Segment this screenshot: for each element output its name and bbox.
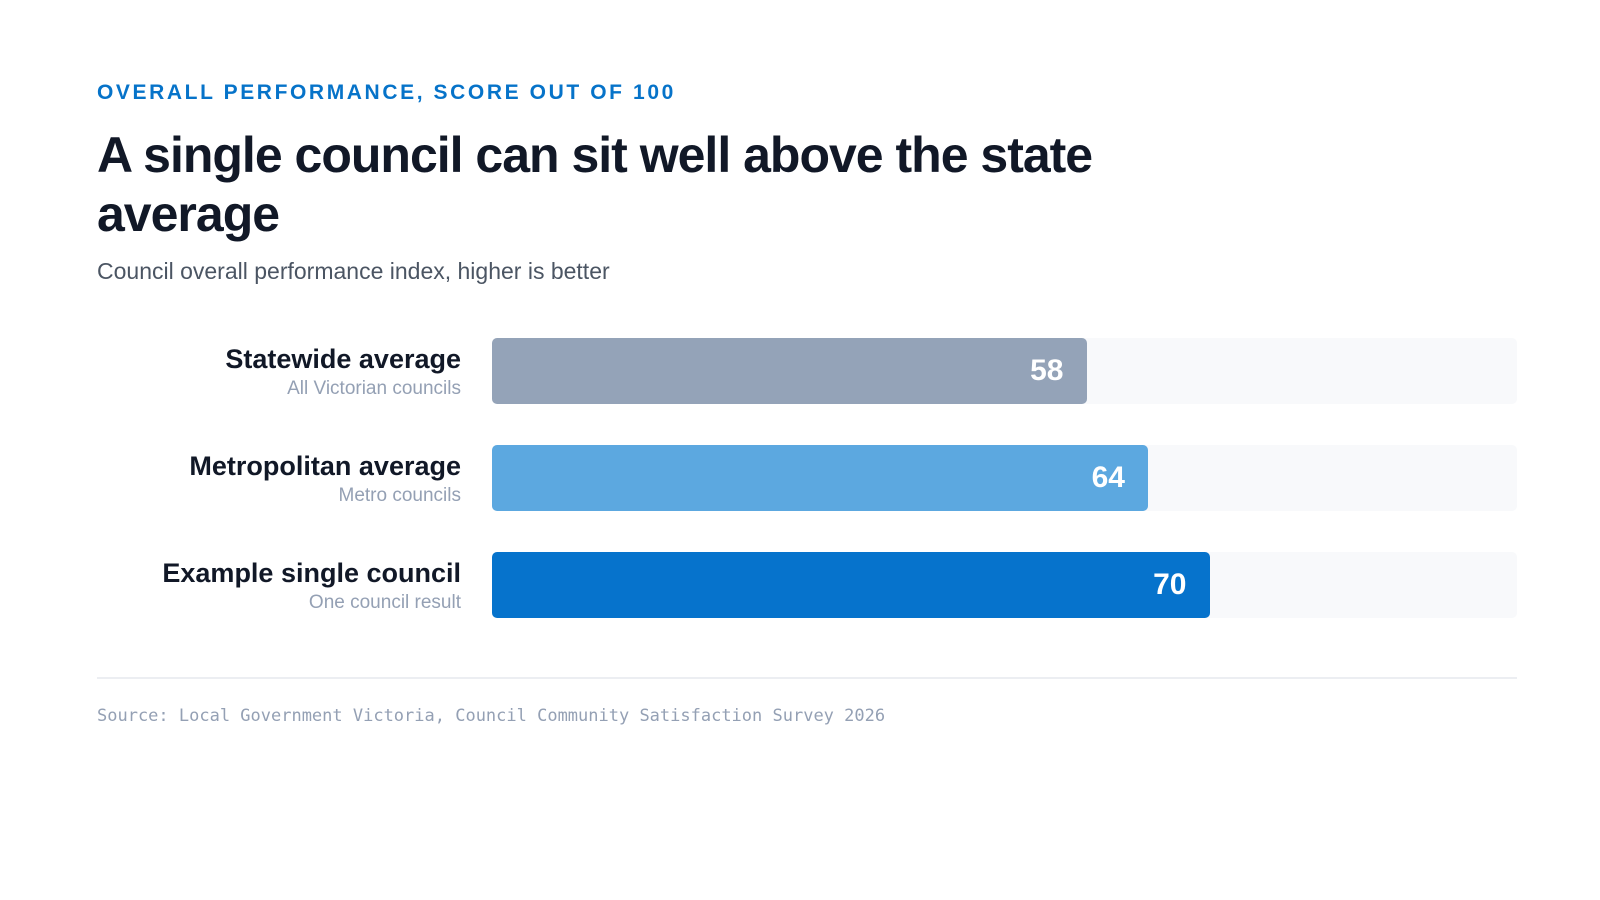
bar-row-metropolitan: Metropolitan average Metro councils 64 xyxy=(97,445,1517,511)
bar-statewide-average: 58 xyxy=(492,338,1087,404)
bar-metropolitan-average: 64 xyxy=(492,445,1148,511)
source-note: Source: Local Government Victoria, Counc… xyxy=(97,706,886,726)
bar-category-label: Metropolitan average xyxy=(189,451,461,481)
bar-label-group: Example single council One council resul… xyxy=(97,552,461,615)
bar-track: 64 xyxy=(492,445,1517,511)
chart-title: A single council can sit well above the … xyxy=(97,127,1093,242)
bar-category-label: Statewide average xyxy=(225,344,461,374)
bar-value-label: 70 xyxy=(1153,568,1187,601)
bar-label-group: Statewide average All Victorian councils xyxy=(97,338,461,401)
bar-track: 58 xyxy=(492,338,1517,404)
bar-row-single-council: Example single council One council resul… xyxy=(97,552,1517,618)
bar-example-single-council: 70 xyxy=(492,552,1210,618)
bar-chart: Statewide average All Victorian councils… xyxy=(97,338,1517,618)
footer-divider xyxy=(97,677,1517,679)
bar-label-group: Metropolitan average Metro councils xyxy=(97,445,461,508)
bar-category-label: Example single council xyxy=(162,558,461,588)
bar-value-label: 64 xyxy=(1091,461,1125,494)
chart-eyebrow: OVERALL PERFORMANCE, SCORE OUT OF 100 xyxy=(97,81,676,104)
bar-category-description: All Victorian councils xyxy=(287,378,461,399)
bar-category-description: One council result xyxy=(308,592,461,613)
chart-subtitle: Council overall performance index, highe… xyxy=(97,258,610,284)
bar-track: 70 xyxy=(492,552,1517,618)
bar-row-statewide: Statewide average All Victorian councils… xyxy=(97,338,1517,404)
bar-category-description: Metro councils xyxy=(338,485,462,506)
bar-value-label: 58 xyxy=(1030,354,1064,387)
